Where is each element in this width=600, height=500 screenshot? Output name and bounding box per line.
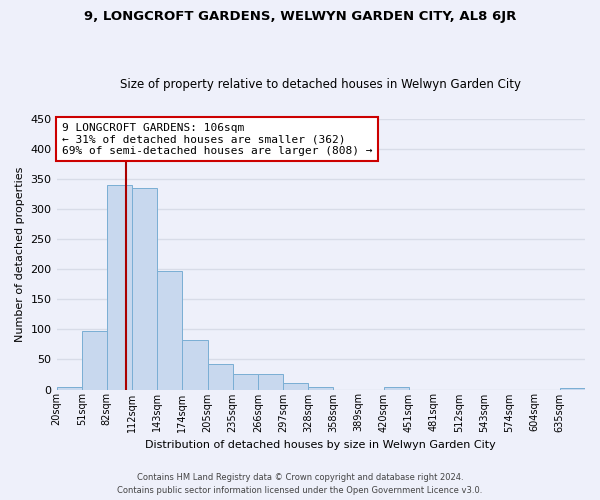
Bar — [383, 386, 409, 390]
Bar — [208, 364, 233, 390]
X-axis label: Distribution of detached houses by size in Welwyn Garden City: Distribution of detached houses by size … — [145, 440, 496, 450]
Bar — [82, 331, 107, 390]
Bar — [233, 374, 258, 390]
Text: Contains HM Land Registry data © Crown copyright and database right 2024.
Contai: Contains HM Land Registry data © Crown c… — [118, 474, 482, 495]
Bar — [308, 386, 334, 390]
Bar — [157, 271, 182, 390]
Bar — [182, 340, 208, 390]
Text: 9, LONGCROFT GARDENS, WELWYN GARDEN CITY, AL8 6JR: 9, LONGCROFT GARDENS, WELWYN GARDEN CITY… — [84, 10, 516, 23]
Y-axis label: Number of detached properties: Number of detached properties — [15, 166, 25, 342]
Bar — [56, 386, 82, 390]
Bar — [132, 188, 157, 390]
Bar — [107, 185, 132, 390]
Bar — [283, 383, 308, 390]
Text: 9 LONGCROFT GARDENS: 106sqm
← 31% of detached houses are smaller (362)
69% of se: 9 LONGCROFT GARDENS: 106sqm ← 31% of det… — [62, 122, 373, 156]
Bar — [258, 374, 283, 390]
Bar — [560, 388, 585, 390]
Title: Size of property relative to detached houses in Welwyn Garden City: Size of property relative to detached ho… — [120, 78, 521, 91]
